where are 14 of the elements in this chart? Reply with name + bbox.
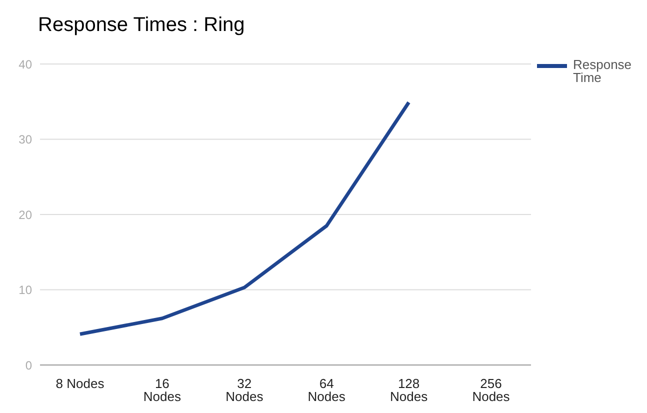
line-series (78, 100, 411, 336)
y-tick-label: 0 (25, 358, 32, 372)
y-tick-label: 40 (18, 57, 32, 72)
x-tick-label: 128 Nodes (390, 376, 428, 404)
legend-label: Response Time (573, 57, 632, 86)
x-tick-label: 256 Nodes (472, 376, 510, 404)
chart-title: Response Times : Ring (38, 14, 245, 37)
y-tick-label: 20 (18, 208, 32, 222)
x-tick-label: 32 Nodes (226, 376, 264, 404)
x-tick-label: 64 Nodes (308, 376, 346, 404)
x-tick-label: 8 Nodes (56, 376, 105, 392)
y-tick-label: 10 (18, 283, 32, 298)
y-tick-label: 30 (18, 132, 32, 147)
x-tick-label: 16 Nodes (143, 376, 182, 404)
